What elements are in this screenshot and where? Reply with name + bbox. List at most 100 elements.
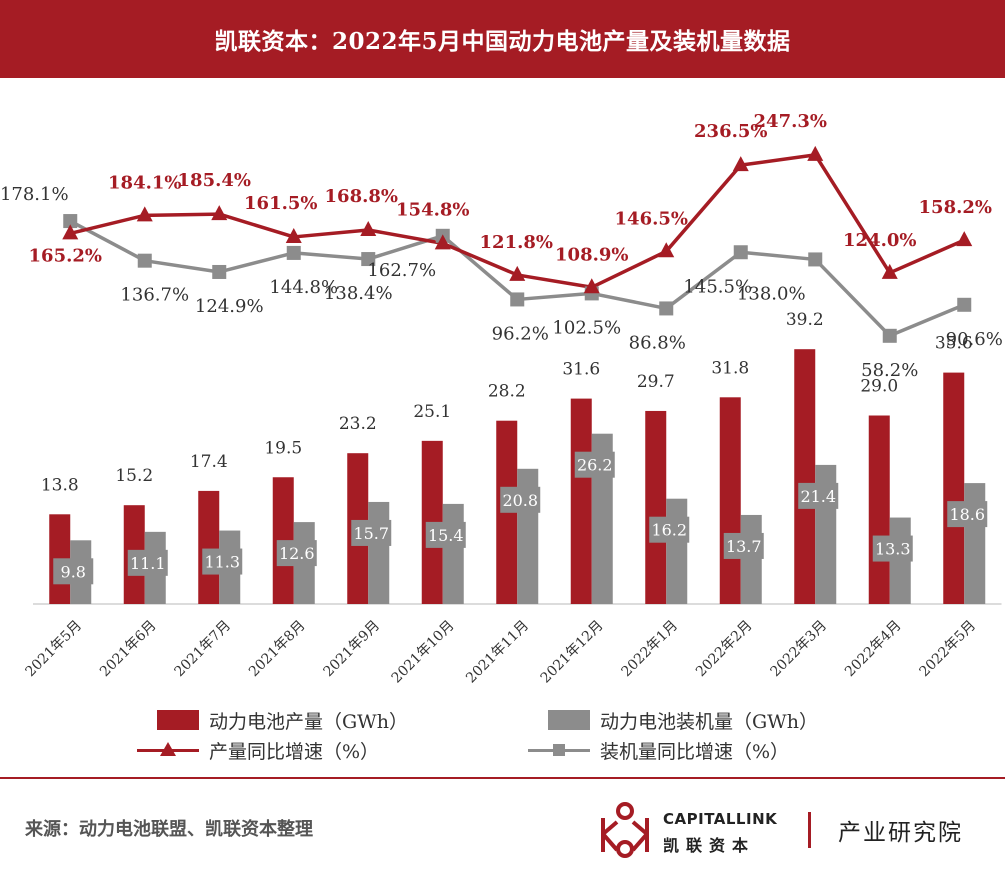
marker-installed-yoy [212, 264, 227, 279]
label-installed-yoy: 138.4% [324, 283, 393, 304]
x-tick-label: 2022年2月 [693, 618, 756, 681]
marker-production-yoy [583, 278, 600, 294]
marker-installed-yoy [957, 297, 972, 312]
legend: 动力电池产量（GWh） 动力电池装机量（GWh） 产量同比增速（%） 装机量同比… [0, 700, 1005, 770]
label-production-yoy: 124.0% [843, 230, 916, 251]
marker-production-yoy [62, 224, 79, 240]
bar-installed [442, 503, 464, 604]
marker-installed-yoy [659, 301, 674, 316]
legend-item-installed-yoy: 装机量同比增速（%） [528, 735, 789, 765]
label-installed-yoy: 162.7% [367, 260, 436, 281]
label-installed: 13.7 [726, 537, 762, 556]
label-production-yoy: 108.9% [555, 244, 628, 265]
label-installed-yoy: 90.6% [946, 329, 1003, 350]
legend-swatch-production [157, 710, 199, 730]
legend-swatch-production-yoy [137, 740, 199, 760]
label-production-yoy: 158.2% [919, 197, 992, 218]
label-installed: 15.7 [353, 524, 389, 543]
x-tick-label: 2022年5月 [916, 618, 979, 681]
marker-production-yoy [509, 265, 526, 281]
label-production: 15.2 [115, 466, 153, 486]
legend-label-production: 动力电池产量（GWh） [209, 710, 408, 733]
label-installed-yoy: 96.2% [492, 323, 549, 344]
label-production: 13.8 [41, 475, 79, 495]
logo-text-cn: 凯联资本 [663, 836, 756, 855]
label-box-installed [351, 519, 392, 546]
label-installed-yoy: 136.7% [120, 285, 189, 306]
label-production: 29.0 [860, 377, 898, 397]
label-production-yoy: 165.2% [29, 245, 102, 266]
label-box-installed [276, 540, 317, 567]
x-tick-label: 2021年12月 [538, 618, 607, 687]
label-installed: 18.6 [949, 505, 985, 524]
label-production-yoy: 154.8% [396, 199, 469, 220]
legend-label-installed-yoy: 装机量同比增速（%） [600, 740, 790, 763]
label-production-yoy: 146.5% [615, 208, 688, 229]
label-installed-yoy: 58.2% [861, 360, 918, 381]
bar-production [868, 415, 890, 604]
legend-item-production: 动力电池产量（GWh） [157, 705, 408, 735]
marker-production-yoy [807, 145, 824, 161]
label-installed: 16.2 [651, 521, 687, 540]
label-installed: 13.3 [875, 540, 911, 559]
label-installed: 21.4 [800, 487, 836, 506]
label-box-installed [500, 486, 541, 513]
marker-installed-yoy [510, 292, 525, 307]
marker-production-yoy [956, 231, 973, 247]
label-box-installed [872, 535, 913, 562]
label-box-installed [53, 558, 94, 585]
label-production-yoy: 168.8% [325, 186, 398, 207]
label-installed: 12.6 [279, 544, 315, 563]
header-banner: 凯联资本：2022年5月中国动力电池产量及装机量数据 [0, 0, 1005, 78]
label-box-installed [798, 482, 839, 509]
label-installed-yoy: 145.5% [683, 276, 752, 297]
x-tick-label: 2021年7月 [171, 618, 234, 681]
label-box-installed [649, 516, 690, 543]
bar-production [570, 398, 592, 604]
capitallink-logo-icon [601, 802, 649, 858]
label-installed-yoy: 144.8% [269, 277, 338, 298]
combo-chart: 13.8 15.2 17.4 19.5 23.2 25.1 28.2 31.6 29.7 31.8… [0, 111, 1003, 687]
marker-installed-yoy [361, 252, 376, 267]
label-installed-yoy: 102.5% [552, 317, 621, 338]
marker-installed-yoy [808, 252, 823, 267]
label-production-yoy: 161.5% [244, 193, 317, 214]
label-box-installed [947, 501, 988, 528]
marker-installed-yoy [882, 328, 897, 343]
marker-installed-yoy [137, 253, 152, 268]
label-installed-yoy: 178.1% [0, 184, 69, 205]
marker-installed-yoy [286, 245, 301, 260]
x-tick-label: 2021年6月 [97, 618, 160, 681]
label-box-installed [723, 532, 764, 559]
label-installed: 15.4 [428, 526, 464, 545]
bar-production [943, 372, 965, 604]
chart-title: 凯联资本：2022年5月中国动力电池产量及装机量数据 [214, 28, 791, 55]
x-tick-label: 2022年1月 [618, 618, 681, 681]
bar-installed [740, 514, 762, 604]
label-production: 35.6 [935, 334, 973, 354]
label-production: 31.6 [562, 360, 600, 380]
bar-production [719, 397, 741, 604]
label-installed-yoy: 138.0% [737, 283, 806, 304]
label-installed: 11.3 [204, 553, 240, 572]
marker-production-yoy [658, 242, 675, 258]
logo-separator [808, 812, 811, 848]
label-box-installed [425, 521, 466, 548]
label-production: 25.1 [413, 402, 451, 422]
legend-label-installed: 动力电池装机量（GWh） [600, 710, 818, 733]
label-production: 39.2 [786, 310, 824, 330]
marker-production-yoy [881, 263, 898, 279]
marker-production-yoy [211, 205, 228, 221]
marker-installed-yoy [733, 245, 748, 260]
bar-production [645, 410, 667, 604]
x-tick-label: 2022年3月 [767, 618, 830, 681]
marker-production-yoy [285, 227, 302, 243]
label-production-yoy: 236.5% [694, 121, 767, 142]
label-installed-yoy: 124.9% [195, 296, 264, 317]
x-tick-label: 2022年4月 [842, 618, 905, 681]
x-tick-label: 2021年10月 [389, 618, 458, 687]
legend-item-installed: 动力电池装机量（GWh） [548, 705, 818, 735]
label-production-yoy: 247.3% [754, 111, 827, 132]
marker-installed-yoy [63, 214, 78, 229]
label-production-yoy: 184.1% [108, 172, 181, 193]
